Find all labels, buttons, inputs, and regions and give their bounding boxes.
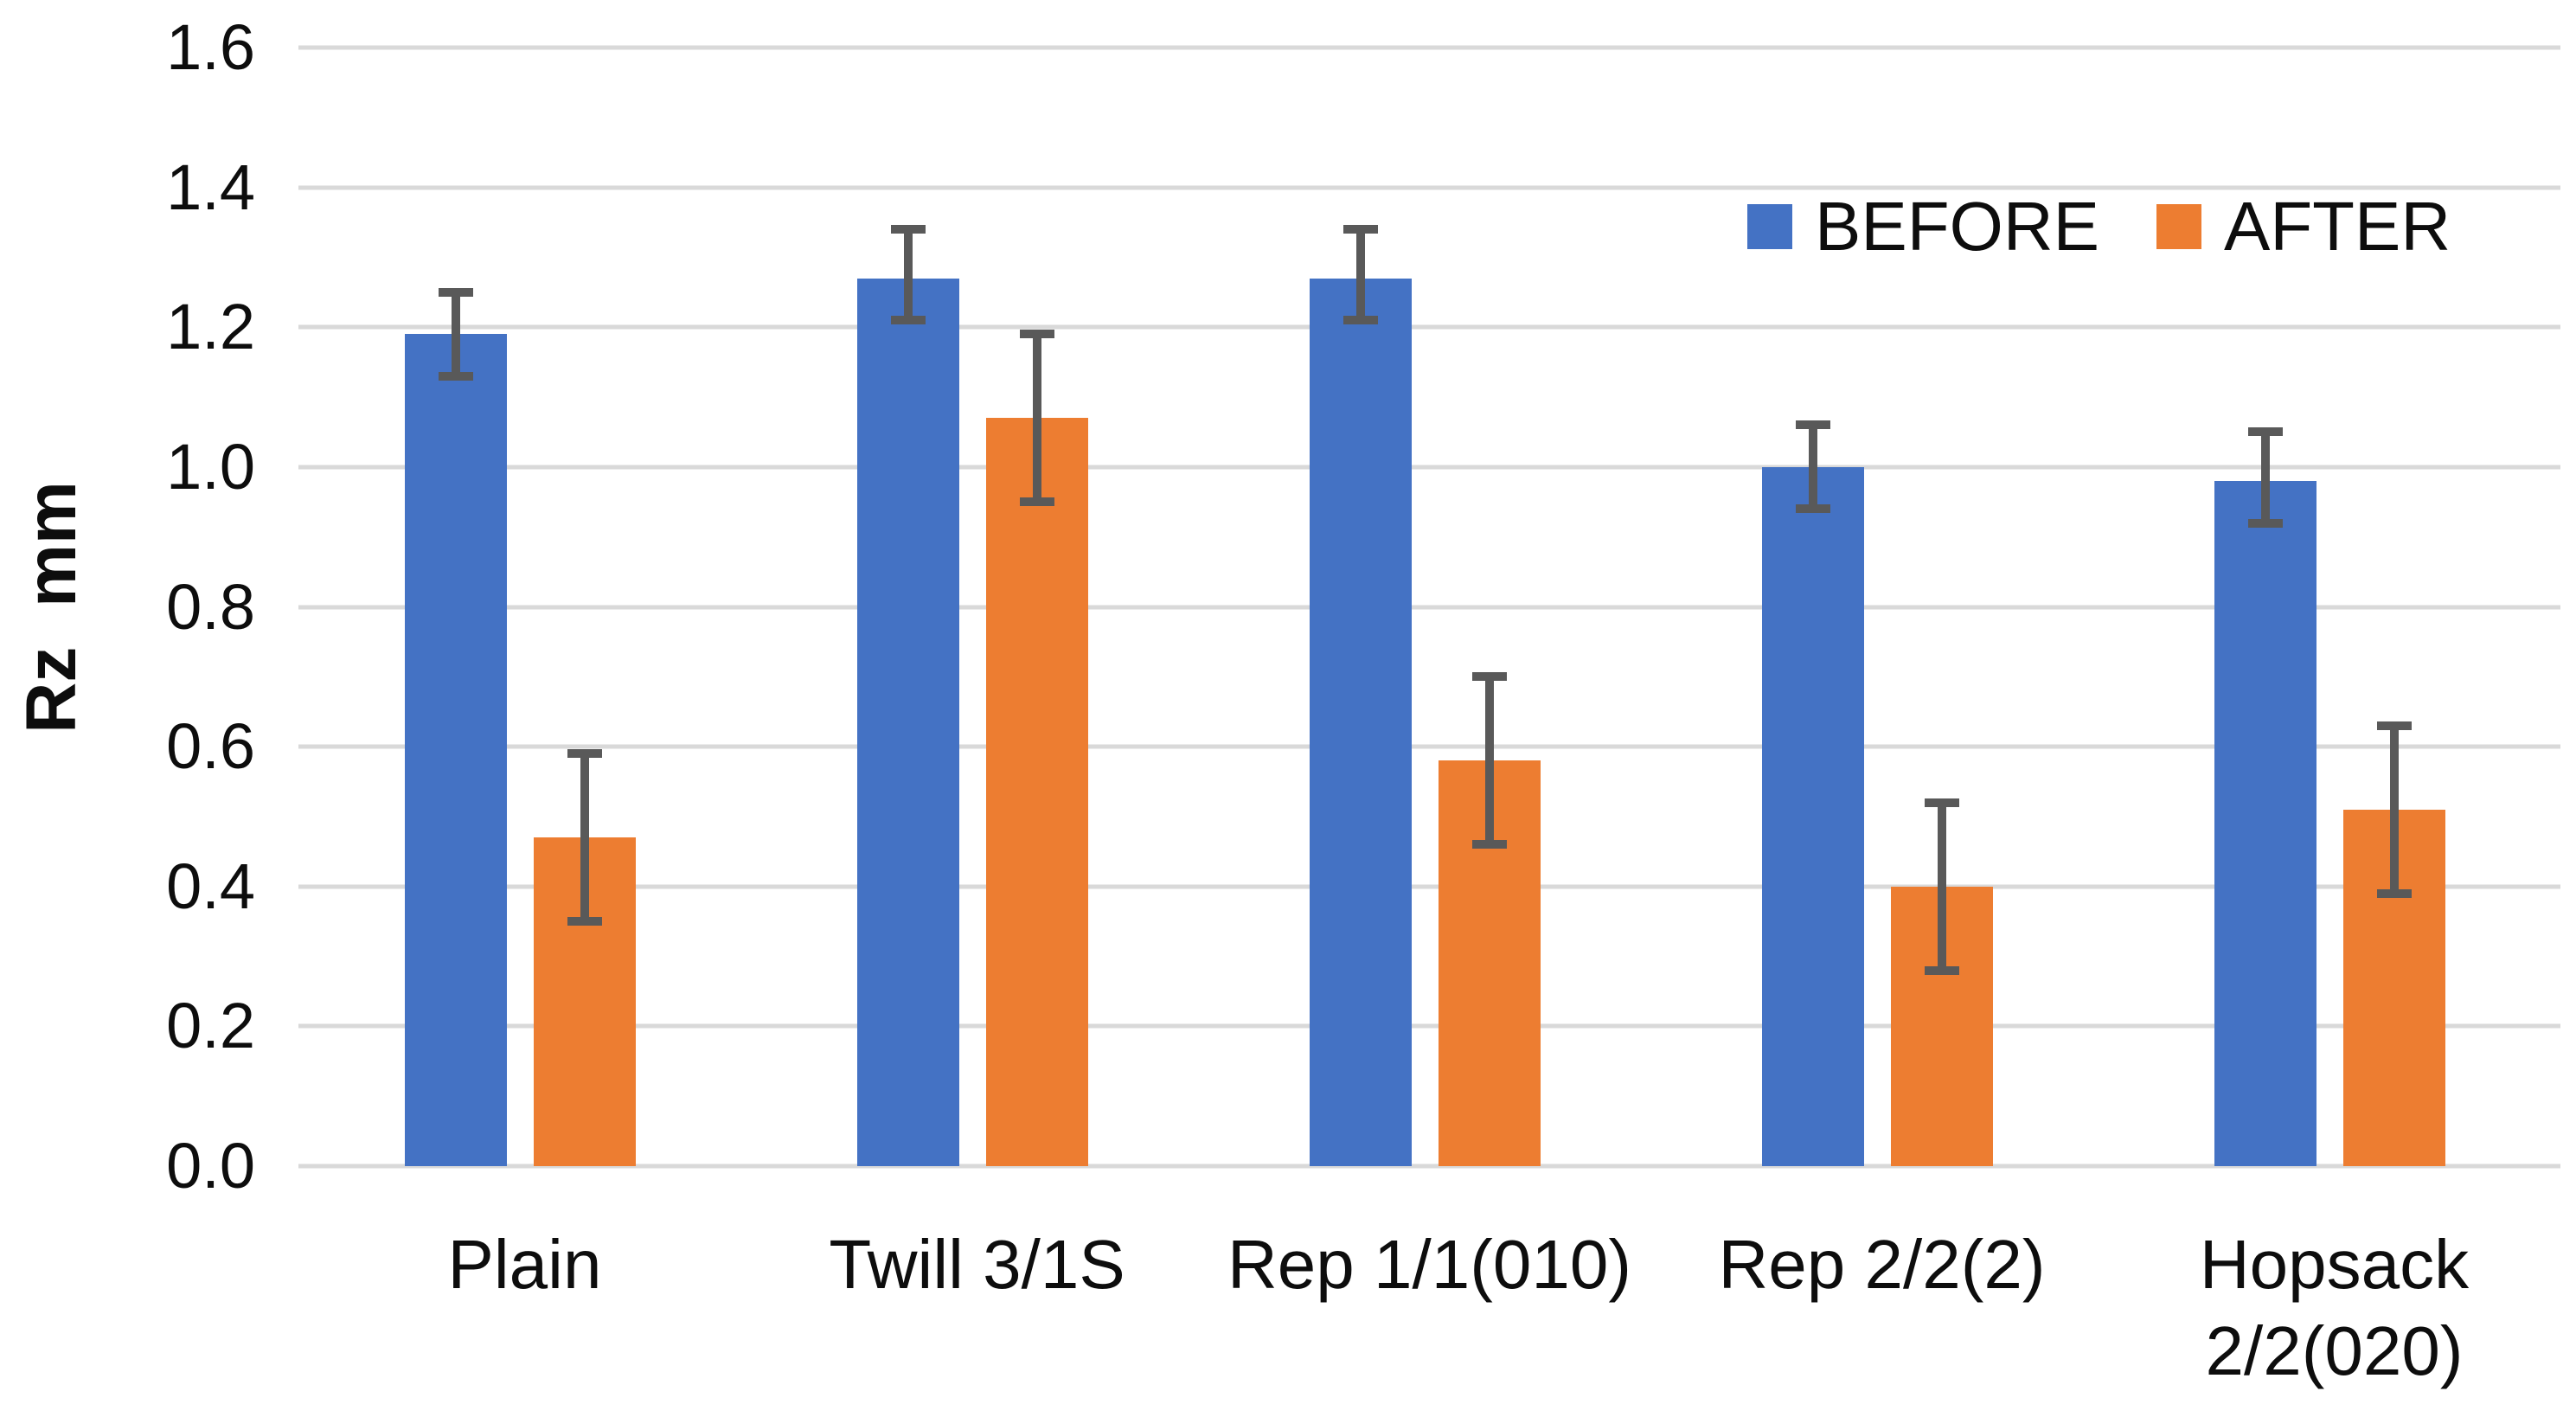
legend-item-before: BEFORE	[1747, 192, 2099, 261]
x-category-label: Plain	[447, 1226, 602, 1303]
error-bar-cap	[1020, 330, 1054, 339]
gridline	[298, 884, 2560, 889]
bar-before-0	[405, 334, 507, 1166]
gridline	[298, 744, 2560, 749]
error-bar-stem	[2390, 721, 2399, 898]
x-category-label: Rep 1/1(010)	[1227, 1226, 1631, 1303]
gridline	[298, 45, 2560, 50]
y-tick-label: 0.4	[166, 850, 255, 922]
error-bar-cap	[1472, 840, 1507, 850]
gridline	[298, 1164, 2560, 1169]
y-tick-label: 0.6	[166, 710, 255, 783]
error-bar-before-3	[1796, 420, 1830, 514]
legend-item-after: AFTER	[2156, 192, 2451, 261]
legend-label: BEFORE	[1815, 188, 2099, 265]
error-bar-stem	[452, 287, 460, 381]
error-bar-stem	[2261, 427, 2270, 528]
error-bar-cap	[1796, 420, 1830, 430]
error-bar-cap	[2377, 721, 2412, 730]
gridline	[298, 324, 2560, 330]
x-category-label: Twill 3/1S	[829, 1226, 1125, 1303]
error-bar-cap	[1925, 798, 1959, 807]
error-bar-after-1	[1020, 330, 1054, 507]
y-tick-label: 1.4	[166, 151, 255, 223]
y-tick-label: 1.2	[166, 291, 255, 363]
error-bar-cap	[439, 287, 473, 297]
error-bar-cap	[1343, 225, 1378, 234]
plot-area	[298, 45, 2560, 1169]
error-bar-cap	[2248, 427, 2283, 437]
y-tick-label: 0.2	[166, 990, 255, 1062]
x-category-label: Rep 2/2(2)	[1718, 1226, 2046, 1303]
error-bar-before-0	[439, 287, 473, 381]
gridline	[298, 185, 2560, 190]
error-bar-stem	[1356, 225, 1365, 325]
bar-before-3	[1762, 466, 1864, 1166]
error-bar-cap	[567, 749, 602, 759]
gridline	[298, 465, 2560, 470]
error-bar-after-4	[2377, 721, 2412, 898]
bar-before-4	[2214, 481, 2316, 1166]
error-bar-stem	[1809, 420, 1817, 514]
error-bar-cap	[1796, 504, 1830, 514]
y-tick-label: 0.8	[166, 570, 255, 643]
y-tick-label: 1.6	[166, 11, 255, 83]
error-bar-cap	[2377, 888, 2412, 898]
error-bar-cap	[1020, 497, 1054, 507]
bar-after-1	[986, 418, 1088, 1166]
legend-swatch-icon	[1747, 204, 1792, 249]
legend: BEFORE AFTER	[1747, 192, 2451, 261]
error-bar-before-4	[2248, 427, 2283, 528]
bar-before-1	[857, 278, 959, 1166]
error-bar-stem	[1485, 672, 1494, 850]
gridline	[298, 605, 2560, 609]
error-bar-before-2	[1343, 225, 1378, 325]
error-bar-cap	[439, 371, 473, 381]
error-bar-after-0	[567, 749, 602, 926]
error-bar-cap	[1343, 316, 1378, 325]
error-bar-cap	[567, 917, 602, 926]
y-tick-label: 1.0	[166, 430, 255, 503]
legend-label: AFTER	[2223, 188, 2451, 265]
error-bar-before-1	[891, 225, 926, 325]
y-tick-label: 0.0	[166, 1130, 255, 1202]
error-bar-stem	[904, 225, 913, 325]
error-bar-stem	[1938, 798, 1946, 975]
error-bar-after-3	[1925, 798, 1959, 975]
error-bar-cap	[891, 225, 926, 234]
bar-before-2	[1310, 278, 1412, 1166]
error-bar-cap	[2248, 518, 2283, 528]
error-bar-stem	[1033, 330, 1041, 507]
gridline	[298, 1023, 2560, 1029]
error-bar-cap	[891, 316, 926, 325]
error-bar-after-2	[1472, 672, 1507, 850]
legend-swatch-icon	[2156, 204, 2201, 249]
error-bar-cap	[1472, 672, 1507, 682]
error-bar-stem	[580, 749, 589, 926]
x-category-label: Hopsack 2/2(020)	[2199, 1226, 2470, 1389]
error-bar-cap	[1925, 965, 1959, 975]
